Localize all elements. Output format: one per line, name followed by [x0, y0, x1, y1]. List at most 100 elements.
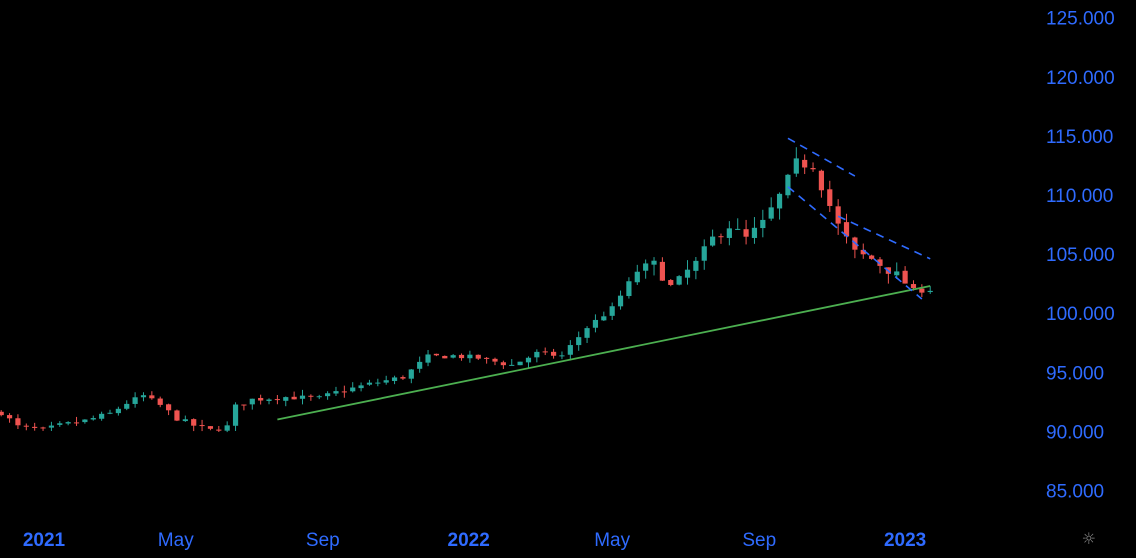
candle-up: [617, 295, 624, 307]
candle-down: [32, 426, 38, 428]
candle-down: [668, 280, 674, 285]
candle-down: [216, 429, 222, 431]
candle-up: [793, 158, 799, 174]
candle-up: [65, 422, 71, 424]
candle-up: [525, 357, 532, 363]
candle-down: [718, 236, 724, 238]
candle-up: [417, 361, 423, 369]
time-tick-label: May: [594, 530, 630, 551]
candle-down: [743, 229, 749, 237]
candle-down: [73, 422, 80, 424]
candle-up: [316, 396, 322, 398]
candle-up: [325, 393, 331, 397]
time-axis[interactable]: 2021 May Sep 2022 May Sep 2023: [23, 530, 926, 551]
candle-up: [684, 269, 691, 278]
candle-up: [785, 174, 791, 196]
candle-up: [894, 271, 900, 276]
candle-down: [802, 159, 808, 168]
candle-down: [492, 358, 498, 362]
candle-up: [534, 351, 540, 358]
candle-up: [651, 260, 657, 265]
candle-up: [927, 290, 933, 293]
candle-up: [383, 380, 389, 383]
candle-up: [626, 281, 632, 297]
candle-down: [291, 396, 297, 400]
candle-down: [843, 222, 850, 237]
time-tick-label: Sep: [742, 530, 776, 551]
price-tick-label: 115.000: [1046, 127, 1113, 148]
candle-up: [57, 423, 63, 425]
price-tick-label: 85.000: [1046, 481, 1104, 502]
candle-up: [693, 260, 699, 271]
candle-down: [207, 426, 214, 429]
candle-up: [375, 382, 381, 384]
price-tick-label: 95.000: [1046, 363, 1104, 384]
candle-up: [283, 397, 289, 401]
candle-up: [643, 263, 649, 271]
candles-layer: [0, 147, 933, 433]
candle-down: [6, 415, 13, 419]
time-tick-label: Sep: [306, 530, 340, 551]
price-tick-label: 90.000: [1046, 422, 1104, 443]
candle-up: [676, 276, 682, 285]
candle-down: [542, 351, 548, 353]
candle-down: [15, 418, 21, 426]
price-axis[interactable]: 85.000 90.000 95.000 100.000 105.000 110.000 1…: [1046, 9, 1115, 503]
candle-up: [776, 193, 783, 209]
candle-down: [341, 391, 347, 393]
candle-down: [860, 249, 866, 255]
candle-up: [115, 408, 121, 414]
candle-up: [751, 227, 758, 238]
candle-up: [559, 355, 565, 357]
candle-up: [576, 337, 582, 346]
candle-down: [458, 354, 465, 359]
candle-up: [350, 387, 356, 392]
candle-up: [358, 385, 364, 389]
candle-up: [450, 355, 456, 358]
price-tick-label: 125.000: [1046, 9, 1115, 30]
candle-down: [157, 398, 163, 405]
candle-down: [835, 206, 841, 224]
settings-icon[interactable]: ☼: [1081, 529, 1096, 548]
time-tick-label: 2023: [884, 530, 926, 551]
candle-down: [910, 284, 917, 289]
candle-down: [810, 168, 816, 170]
candle-down: [191, 419, 197, 426]
price-tick-label: 110.000: [1046, 186, 1113, 207]
candle-down: [919, 288, 925, 293]
candle-up: [609, 306, 615, 316]
candle-up: [132, 397, 138, 404]
candle-down: [902, 270, 908, 284]
candle-up: [735, 228, 741, 230]
candle-up: [592, 319, 599, 328]
channel-channel-upper2-line[interactable]: [837, 215, 931, 260]
candle-up: [710, 236, 716, 246]
drawings-layer: [277, 137, 931, 421]
candle-down: [40, 427, 46, 429]
candle-up: [726, 228, 732, 238]
candle-down: [174, 410, 180, 421]
candle-up: [249, 398, 255, 405]
channel-channel-lower-line[interactable]: [787, 186, 923, 300]
candle-up: [517, 361, 523, 366]
candle-down: [827, 189, 833, 206]
price-tick-label: 105.000: [1046, 245, 1115, 266]
support-trendline[interactable]: [277, 285, 931, 421]
candle-down: [274, 399, 280, 401]
candle-down: [258, 397, 264, 401]
candle-down: [484, 357, 490, 359]
candle-up: [299, 395, 306, 399]
candle-up: [90, 418, 96, 420]
candle-up: [584, 328, 590, 338]
candle-up: [224, 425, 230, 431]
candle-up: [333, 391, 339, 394]
candle-up: [82, 419, 88, 423]
candle-down: [308, 395, 314, 397]
candle-up: [366, 382, 373, 385]
candle-up: [391, 377, 398, 381]
candle-down: [0, 411, 4, 416]
candle-up: [408, 369, 414, 379]
price-tick-label: 100.000: [1046, 304, 1115, 325]
candle-down: [550, 351, 557, 356]
